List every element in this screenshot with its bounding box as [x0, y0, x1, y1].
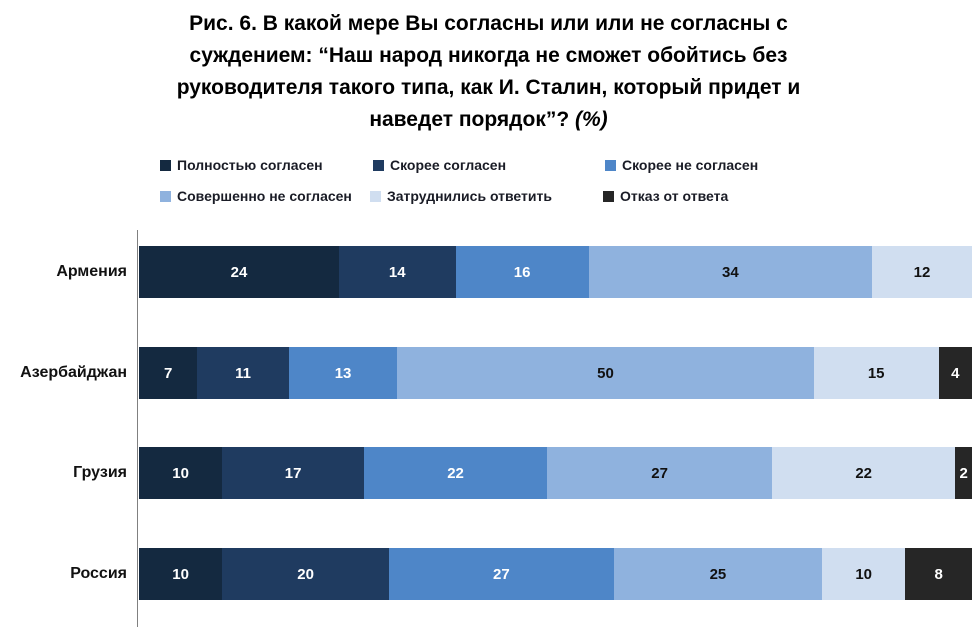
legend-swatch-icon	[160, 159, 171, 171]
bar-value-label: 15	[867, 364, 885, 382]
legend-swatch-icon	[370, 190, 381, 202]
bar-value-label: 7	[163, 364, 173, 382]
bar-value-label: 27	[651, 464, 668, 482]
bar-segment: 4	[938, 347, 972, 399]
bar-value-label: 8	[934, 565, 943, 583]
bar-row: 10 17 22 27 22 2	[139, 447, 972, 499]
category-label: Грузия	[73, 464, 127, 481]
bar-segment: 50	[397, 347, 814, 399]
bar-segment: 27	[547, 447, 773, 499]
bar-value-label: 27	[493, 565, 510, 583]
legend-item-fully-agree: Полностью согласен	[160, 157, 323, 173]
bar-value-label: 2	[959, 464, 968, 482]
legend-label: Скорее согласен	[390, 157, 507, 173]
bar-value-label: 50	[597, 364, 614, 382]
bar-value-label: 20	[297, 565, 314, 583]
bar-segment: 27	[388, 548, 614, 600]
category-label: Армения	[56, 263, 127, 280]
legend-item-completely-disagree: Совершенно не согласен	[160, 188, 352, 204]
bar-value-label: 10	[172, 565, 189, 583]
category-label: Россия	[70, 565, 127, 582]
legend-item-hard-to-answer: Затруднились ответить	[370, 188, 552, 204]
bar-value-label: 11	[235, 364, 252, 382]
legend-swatch-icon	[605, 159, 616, 171]
bar-segment: 34	[588, 246, 872, 298]
legend-swatch-icon	[160, 190, 171, 202]
bar-segment: 11	[197, 347, 289, 399]
bar-segment: 22	[772, 447, 956, 499]
bar-segment: 24	[139, 246, 339, 298]
bar-segment: 12	[872, 246, 972, 298]
bar-row: 7 11 13 50 15 4	[139, 347, 972, 399]
bar-segment: 16	[455, 246, 589, 298]
bar-row: 24 14 16 34 12	[139, 246, 972, 298]
bar-value-label: 4	[951, 364, 960, 382]
bar-segment: 25	[613, 548, 823, 600]
chart-title: Рис. 6. В какой мере Вы согласны или или…	[144, 8, 834, 136]
legend-label: Совершенно не согласен	[177, 188, 352, 204]
bar-segment: 20	[222, 548, 389, 600]
bar-value-label: 25	[709, 565, 727, 583]
y-axis-line	[137, 230, 138, 627]
bar-segment: 7	[139, 347, 198, 399]
bar-value-label: 22	[855, 464, 873, 482]
bar-segment: 15	[813, 347, 939, 399]
chart-title-unit: (%)	[575, 108, 608, 131]
bar-segment: 10	[822, 548, 906, 600]
legend-swatch-icon	[603, 190, 614, 202]
bar-value-label: 24	[230, 263, 248, 281]
legend-label: Скорее не согласен	[622, 157, 759, 173]
bar-segment: 2	[955, 447, 972, 499]
bar-row: 10 20 27 25 10 8	[139, 548, 972, 600]
legend-label: Затруднились ответить	[387, 188, 552, 204]
bar-value-label: 14	[388, 263, 406, 281]
bar-value-label: 17	[284, 464, 302, 482]
bar-value-label: 22	[447, 464, 464, 482]
bar-segment: 10	[139, 447, 223, 499]
bar-value-label: 10	[172, 464, 189, 482]
bar-value-label: 10	[855, 565, 873, 583]
bar-segment: 10	[139, 548, 223, 600]
legend-label: Полностью согласен	[177, 157, 323, 173]
legend-item-refused: Отказ от ответа	[603, 188, 728, 204]
bar-segment: 14	[338, 246, 456, 298]
legend-item-rather-agree: Скорее согласен	[373, 157, 506, 173]
legend-item-rather-disagree: Скорее не согласен	[605, 157, 758, 173]
bar-value-label: 13	[334, 364, 352, 382]
bar-value-label: 16	[513, 263, 531, 281]
bar-segment: 8	[905, 548, 972, 600]
chart-title-text: Рис. 6. В какой мере Вы согласны или или…	[176, 12, 801, 131]
bar-segment: 22	[363, 447, 548, 499]
category-label: Азербайджан	[20, 364, 127, 381]
legend-swatch-icon	[373, 159, 384, 171]
bar-segment: 17	[222, 447, 364, 499]
bar-segment: 13	[288, 347, 398, 399]
bar-value-label: 12	[913, 263, 931, 281]
bar-value-label: 34	[722, 263, 739, 281]
legend-label: Отказ от ответа	[620, 188, 729, 204]
